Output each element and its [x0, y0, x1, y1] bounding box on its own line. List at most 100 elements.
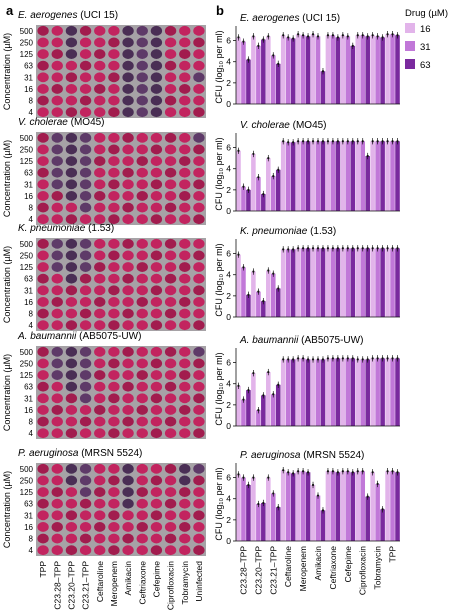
bar [375, 248, 380, 317]
bar [345, 141, 351, 211]
row-label: 250 [20, 359, 34, 368]
well [79, 428, 92, 439]
data-point [292, 141, 295, 144]
well [193, 346, 205, 357]
data-point [301, 357, 305, 360]
well [94, 522, 106, 532]
data-point [391, 247, 394, 250]
well [179, 49, 191, 59]
row-label: 8 [29, 310, 34, 319]
data-point [336, 36, 339, 39]
well [94, 393, 106, 404]
well [51, 428, 63, 439]
well [150, 214, 163, 225]
bar [355, 248, 361, 317]
column-label: Amikacin [123, 561, 133, 596]
well [51, 370, 63, 380]
well [179, 262, 191, 272]
well [94, 346, 106, 357]
well [65, 214, 78, 225]
well [122, 250, 134, 261]
well [94, 37, 106, 48]
data-point [346, 35, 349, 38]
data-point [336, 471, 339, 474]
legend-swatch [405, 41, 415, 51]
well [150, 510, 163, 521]
bar [385, 34, 390, 104]
well [193, 510, 205, 521]
y-tick-label: 6 [226, 143, 231, 153]
data-point [356, 34, 359, 37]
well [150, 297, 163, 307]
well [164, 95, 177, 106]
well [94, 107, 106, 118]
well [65, 179, 78, 190]
data-point [277, 287, 280, 290]
well [79, 132, 92, 143]
well [179, 167, 191, 178]
data-point [326, 34, 330, 37]
bar [355, 471, 361, 541]
well [136, 393, 148, 404]
well [193, 463, 205, 474]
well [179, 487, 191, 497]
well [108, 522, 120, 532]
data-point [311, 247, 315, 250]
well [94, 250, 106, 261]
bar [270, 55, 276, 104]
data-point [242, 185, 245, 188]
plate-background [36, 238, 206, 331]
bar [320, 71, 326, 104]
data-point [301, 140, 305, 143]
column-label: TPP [38, 561, 48, 578]
bar [285, 472, 291, 541]
well [150, 49, 163, 59]
row-label: 63 [24, 383, 33, 392]
well [150, 25, 163, 36]
well [79, 297, 92, 307]
bar [360, 141, 366, 211]
chart-strain: (MO45) [293, 120, 327, 131]
well [193, 49, 205, 59]
well [51, 144, 63, 155]
well [108, 498, 120, 509]
data-point [336, 140, 339, 143]
well [65, 545, 78, 556]
well [37, 72, 49, 83]
data-point [257, 176, 260, 179]
chart-title: K. pneumoniae (1.53) [240, 226, 336, 237]
chart-title: V. cholerae (MO45) [240, 120, 327, 131]
bar [330, 35, 336, 104]
well [150, 191, 163, 201]
y-tick-label: 4 [226, 57, 231, 67]
data-point [336, 247, 339, 250]
data-point [316, 494, 320, 497]
data-point [321, 509, 325, 512]
plate-4: A. baumannii (AB5075-UW) 500 250 125 63 31 16 8… [2, 331, 206, 439]
well [37, 533, 49, 544]
well [179, 107, 191, 118]
data-point [287, 248, 290, 251]
well [79, 510, 92, 521]
plate-background [36, 132, 206, 225]
well [37, 308, 49, 319]
data-point [297, 470, 300, 473]
well [65, 428, 78, 439]
well [179, 428, 191, 439]
well [136, 250, 148, 261]
well [108, 308, 120, 319]
well [179, 95, 191, 106]
row-label: 16 [24, 406, 33, 415]
row-label: 16 [24, 192, 33, 201]
bar [256, 45, 261, 104]
well [51, 156, 63, 166]
well [179, 370, 191, 380]
well [94, 545, 106, 556]
well [164, 522, 177, 532]
plate-strain: (MRSN 5524) [81, 448, 142, 459]
well [79, 358, 92, 369]
x-category-label: C23.20–TPP [253, 546, 263, 595]
well [150, 250, 163, 261]
row-label: 4 [29, 321, 34, 330]
well [122, 308, 134, 319]
